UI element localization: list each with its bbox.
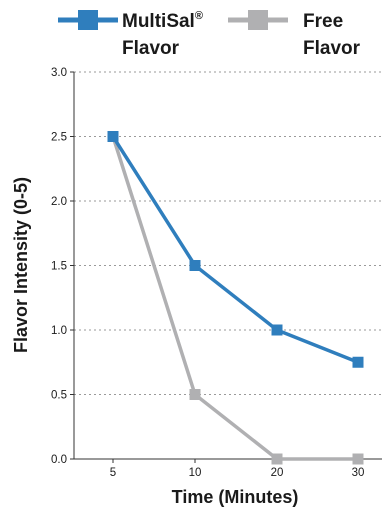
- y-tick-label: 2.5: [51, 132, 67, 144]
- x-tick-label: 5: [110, 467, 116, 479]
- y-tick-label: 1.0: [51, 325, 67, 337]
- series-multisal: [107, 131, 364, 368]
- x-axis-title: Time (Minutes): [172, 487, 299, 507]
- x-tick-label: 10: [189, 467, 202, 479]
- legend-multisal-label: MultiSal: [122, 11, 195, 32]
- data-point-multisal: [352, 356, 364, 368]
- data-point-multisal: [107, 131, 119, 142]
- y-tick-label: 1.5: [51, 261, 67, 273]
- legend-free-marker: [248, 10, 268, 30]
- legend-multisal-sup: ®: [195, 10, 203, 22]
- y-tick-label: 0.5: [51, 390, 67, 402]
- data-point-multisal: [189, 260, 201, 271]
- series: [107, 131, 364, 465]
- legend-free-label-2: Flavor: [303, 38, 361, 59]
- x-tick-label: 30: [352, 467, 365, 479]
- gridlines: [74, 71, 382, 395]
- svg-text:MultiSal®: MultiSal®: [122, 10, 203, 32]
- data-point-multisal: [271, 324, 283, 336]
- y-tick-label: 0.0: [51, 454, 67, 466]
- data-point-free: [189, 389, 201, 400]
- axes: [70, 71, 382, 463]
- series-line-free: [111, 135, 358, 461]
- legend-multisal-label-2: Flavor: [122, 38, 180, 59]
- y-axis-title: Flavor Intensity (0-5): [11, 177, 31, 353]
- tick-labels: 0.0 0.5 1.0 1.5 2.0 2.5 3.0 5 10 20 30: [51, 67, 364, 479]
- legend-multisal-marker: [78, 10, 98, 30]
- y-tick-label: 2.0: [51, 196, 67, 208]
- data-point-free: [271, 453, 283, 465]
- legend: MultiSal® Flavor Free Flavor: [58, 10, 361, 59]
- legend-free-label: Free: [303, 11, 343, 32]
- legend-item-multisal: MultiSal® Flavor: [58, 10, 203, 59]
- data-point-free: [352, 453, 364, 465]
- x-tick-label: 20: [271, 467, 284, 479]
- series-line-multisal: [111, 135, 359, 364]
- y-tick-label: 3.0: [51, 67, 67, 79]
- legend-item-free: Free Flavor: [228, 10, 361, 59]
